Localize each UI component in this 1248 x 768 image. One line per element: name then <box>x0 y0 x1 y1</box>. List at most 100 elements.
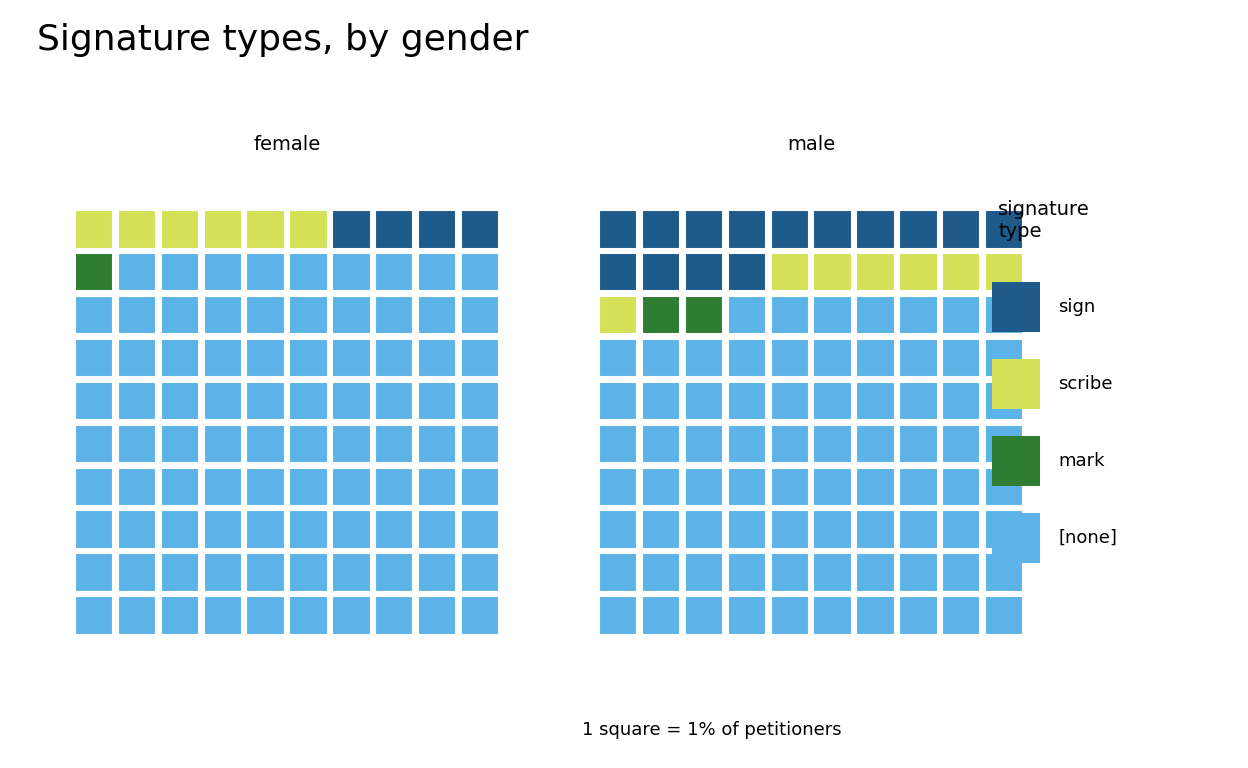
Bar <box>376 468 413 506</box>
Bar <box>376 511 413 549</box>
Bar <box>117 425 156 463</box>
Bar <box>332 382 371 420</box>
Bar <box>290 382 328 420</box>
Bar <box>985 468 1023 506</box>
Bar <box>599 210 638 249</box>
Bar <box>856 339 895 377</box>
Text: female: female <box>253 134 321 154</box>
Bar <box>290 511 328 549</box>
Bar <box>376 596 413 634</box>
Bar <box>461 425 499 463</box>
Bar <box>246 554 285 591</box>
Bar <box>418 554 457 591</box>
Bar <box>685 296 723 334</box>
Bar <box>685 425 723 463</box>
Bar <box>942 468 981 506</box>
Bar <box>203 339 242 377</box>
Bar <box>900 339 937 377</box>
Bar <box>985 253 1023 291</box>
Bar <box>641 596 680 634</box>
Bar <box>770 339 809 377</box>
Bar <box>246 596 285 634</box>
Bar <box>75 554 114 591</box>
Bar <box>461 253 499 291</box>
Bar <box>900 554 937 591</box>
Bar <box>599 596 638 634</box>
Bar <box>75 425 114 463</box>
Bar <box>985 425 1023 463</box>
Bar <box>376 339 413 377</box>
Bar <box>376 425 413 463</box>
Bar <box>418 339 457 377</box>
Bar <box>641 253 680 291</box>
Bar <box>203 425 242 463</box>
Bar <box>641 339 680 377</box>
Bar <box>856 511 895 549</box>
Bar <box>770 210 809 249</box>
Bar <box>332 210 371 249</box>
Bar <box>161 511 198 549</box>
Bar <box>332 554 371 591</box>
Bar <box>728 339 766 377</box>
Bar <box>728 382 766 420</box>
Bar <box>856 554 895 591</box>
Bar <box>376 253 413 291</box>
Bar <box>203 554 242 591</box>
Bar <box>900 382 937 420</box>
Bar <box>770 425 809 463</box>
Bar <box>246 425 285 463</box>
Bar <box>418 210 457 249</box>
Bar <box>770 596 809 634</box>
Bar <box>985 382 1023 420</box>
Bar <box>117 210 156 249</box>
Bar <box>985 210 1023 249</box>
Bar <box>203 468 242 506</box>
Bar <box>161 253 198 291</box>
Bar <box>685 382 723 420</box>
Bar <box>770 296 809 334</box>
Bar <box>161 468 198 506</box>
Bar <box>376 210 413 249</box>
Bar <box>685 554 723 591</box>
Bar <box>246 253 285 291</box>
Bar <box>900 425 937 463</box>
Bar <box>246 511 285 549</box>
Bar <box>814 468 852 506</box>
Bar <box>461 468 499 506</box>
Text: male: male <box>787 134 835 154</box>
Bar <box>814 210 852 249</box>
Bar <box>117 511 156 549</box>
Bar <box>814 596 852 634</box>
Bar <box>75 253 114 291</box>
Bar <box>203 253 242 291</box>
Bar <box>117 339 156 377</box>
Bar <box>117 554 156 591</box>
Bar <box>332 296 371 334</box>
Bar <box>942 253 981 291</box>
Bar <box>900 468 937 506</box>
Text: 1 square = 1% of petitioners: 1 square = 1% of petitioners <box>582 720 841 739</box>
Bar <box>685 596 723 634</box>
Bar <box>641 554 680 591</box>
Bar <box>599 253 638 291</box>
Bar <box>117 468 156 506</box>
Bar <box>376 382 413 420</box>
Bar <box>332 511 371 549</box>
Bar <box>814 296 852 334</box>
Bar <box>418 425 457 463</box>
Bar <box>900 210 937 249</box>
Bar <box>641 511 680 549</box>
Bar <box>814 425 852 463</box>
Bar <box>75 596 114 634</box>
Bar <box>203 511 242 549</box>
Bar <box>685 339 723 377</box>
Bar <box>942 425 981 463</box>
Bar <box>985 296 1023 334</box>
Bar <box>117 253 156 291</box>
Bar <box>728 210 766 249</box>
Bar <box>203 382 242 420</box>
Text: Signature types, by gender: Signature types, by gender <box>37 23 529 57</box>
Bar <box>418 296 457 334</box>
Bar <box>942 210 981 249</box>
Bar <box>161 554 198 591</box>
